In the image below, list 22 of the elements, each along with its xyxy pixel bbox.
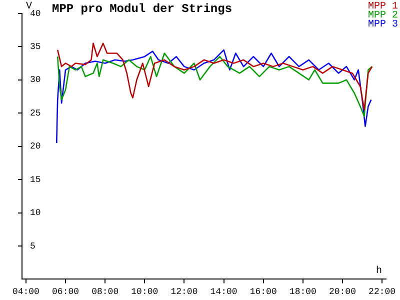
y-tick-label: 30	[30, 75, 41, 86]
x-tick-label: 08:00	[92, 286, 119, 297]
x-axis-title: h	[376, 264, 382, 277]
y-tick-label: 5	[30, 241, 36, 252]
x-tick-label: 06:00	[52, 286, 80, 297]
text: MPP 3	[368, 20, 398, 31]
x-tick-label: 22:00	[368, 286, 396, 297]
x-tick-label: 18:00	[289, 286, 316, 297]
y-tick-label: 10	[30, 208, 41, 218]
x-tick-label: 10:00	[131, 286, 158, 297]
x-tick-label: 14:00	[210, 286, 238, 297]
x-tick-label: 04:00	[12, 286, 40, 297]
y-tick-label: 25	[30, 108, 41, 118]
x-tick-label: 12:00	[170, 286, 198, 297]
x-tick-label: 16:00	[250, 286, 277, 297]
y-tick-label: 40	[30, 8, 41, 19]
y-tick-label: 35	[30, 42, 41, 52]
y-axis-title: V	[26, 2, 32, 13]
y-tick-label: 20	[30, 142, 41, 152]
chart-title: MPP pro Modul der Strings	[52, 2, 232, 16]
y-tick-label: 15	[30, 174, 41, 185]
x-tick-label: 20:00	[328, 286, 356, 297]
